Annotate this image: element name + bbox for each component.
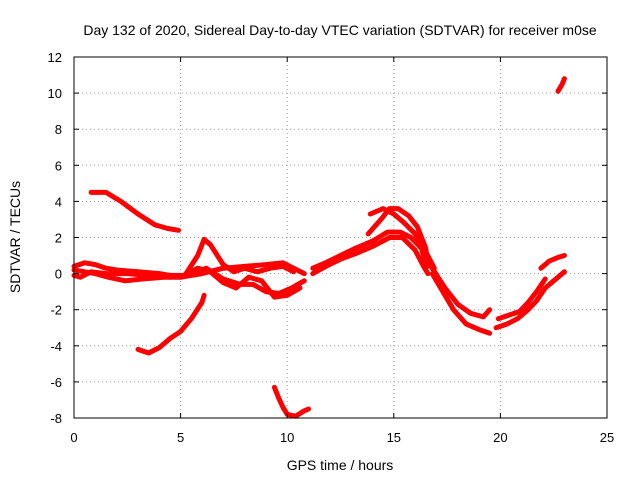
x-tick-label: 15 [387, 430, 401, 445]
grid-lines [74, 57, 607, 418]
data-series [71, 76, 567, 419]
y-tick-label: -6 [50, 375, 62, 390]
y-axis-label: SDTVAR / TECUs [7, 181, 23, 293]
series-arc-dip [429, 271, 493, 336]
series-arc-upper-left [88, 189, 181, 233]
x-tick-label: 20 [493, 430, 507, 445]
series-arc-mid-wave [182, 236, 297, 278]
y-tick-label: -4 [50, 339, 62, 354]
series-arc-recovery-2 [495, 276, 548, 322]
plot-frame [73, 56, 608, 419]
x-tick-label: 0 [70, 430, 77, 445]
y-tick-label: 10 [48, 86, 62, 101]
series-arc-rise-2 [310, 235, 431, 277]
y-tick-label: 8 [55, 122, 62, 137]
y-tick-label: -8 [50, 411, 62, 426]
series-arc-rise-1 [310, 229, 429, 271]
y-tick-label: 12 [48, 50, 62, 65]
series-arc-bottom [271, 384, 311, 419]
series-arc-top-right [555, 76, 567, 94]
y-tick-label: 6 [55, 158, 62, 173]
x-tick-label: 5 [177, 430, 184, 445]
series-arc-late [538, 253, 567, 271]
y-tick-label: 2 [55, 231, 62, 246]
y-tick-label: -2 [50, 303, 62, 318]
series-arc-lower-left [135, 292, 207, 356]
x-axis-label: GPS time / hours [287, 457, 394, 473]
series-arc-dip-2 [429, 265, 493, 320]
x-tick-label: 25 [600, 430, 614, 445]
y-tick-label: 4 [55, 194, 62, 209]
chart-title: Day 132 of 2020, Sidereal Day-to-day VTE… [83, 22, 596, 38]
series-arc-recovery [493, 269, 567, 331]
x-tick-label: 10 [280, 430, 294, 445]
series-arc-baseline-c [71, 265, 303, 300]
y-tick-label: 0 [55, 267, 62, 282]
series-arc-peak-2 [367, 206, 437, 271]
